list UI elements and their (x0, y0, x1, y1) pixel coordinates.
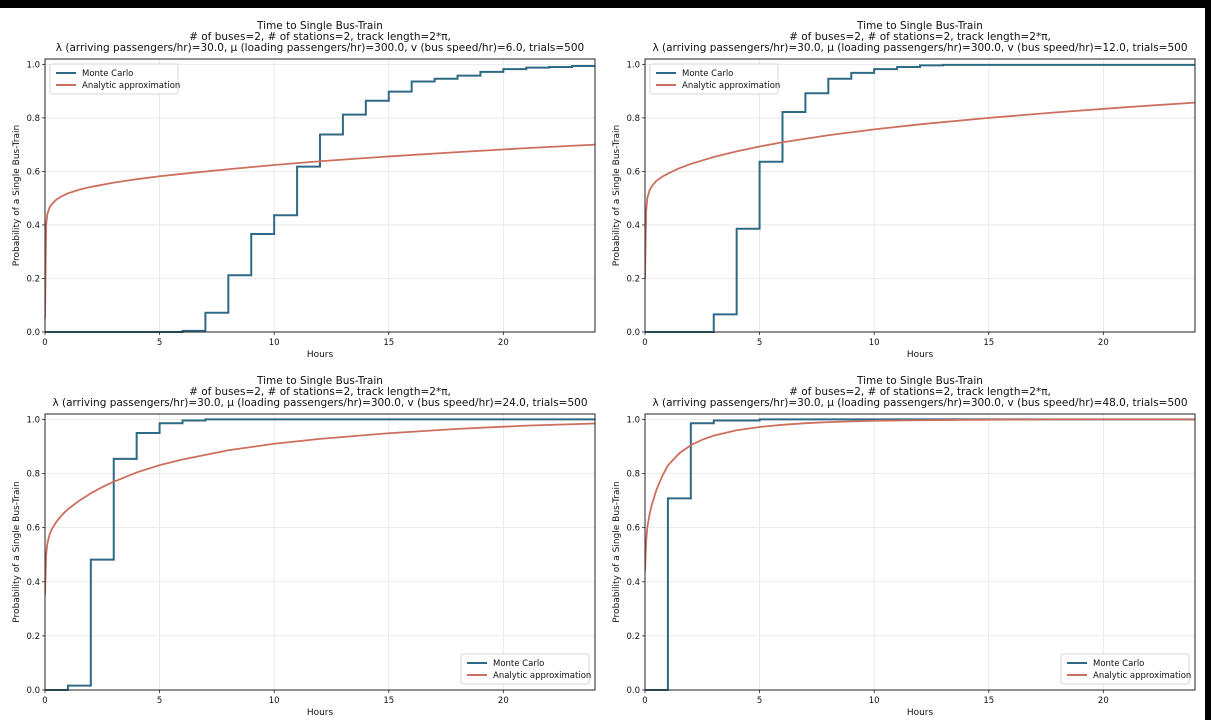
y-axis-label: Probability of a Single Bus-Train (612, 481, 622, 622)
y-tick-label: 0.0 (626, 686, 640, 696)
legend-label-analytic: Analytic approximation (682, 81, 780, 91)
y-tick-label: 0.0 (626, 328, 640, 338)
legend: Monte Carlo Analytic approximation (650, 64, 780, 94)
y-tick-label: 1.0 (626, 60, 640, 70)
legend: Monte Carlo Analytic approximation (1061, 654, 1191, 684)
x-axis-label: Hours (307, 350, 334, 360)
x-tick-label: 10 (269, 696, 280, 706)
x-tick-label: 0 (642, 338, 647, 348)
chart-subtitle-line: λ (arriving passengers/hr)=30.0, μ (load… (52, 397, 587, 409)
x-tick-label: 15 (983, 696, 994, 706)
series-line-analytic (45, 423, 595, 595)
y-tick-label: 0.6 (626, 167, 640, 177)
legend-label-analytic: Analytic approximation (493, 671, 591, 681)
y-tick-label: 0.2 (26, 632, 40, 642)
y-axis-label: Probability of a Single Bus-Train (12, 481, 22, 622)
chart-panel-3: Time to Single Bus-Train# of buses=2, # … (12, 375, 595, 718)
x-tick-label: 5 (157, 338, 162, 348)
figure-canvas: Time to Single Bus-Train# of buses=2, # … (0, 8, 1205, 720)
x-tick-label: 0 (42, 696, 47, 706)
legend-label-monte-carlo: Monte Carlo (1093, 659, 1144, 669)
y-tick-label: 0.6 (26, 167, 40, 177)
chart-subtitle-line: λ (arriving passengers/hr)=30.0, μ (load… (652, 42, 1187, 54)
chart-panel-4: Time to Single Bus-Train# of buses=2, # … (612, 375, 1195, 718)
y-tick-label: 1.0 (26, 415, 40, 425)
series-line-analytic (645, 419, 1195, 571)
x-tick-label: 10 (869, 696, 880, 706)
y-tick-label: 0.8 (26, 114, 40, 124)
axes-frame (645, 414, 1195, 690)
x-axis-label: Hours (307, 708, 334, 718)
legend-label-analytic: Analytic approximation (82, 81, 180, 91)
x-tick-label: 20 (1098, 696, 1109, 706)
x-tick-label: 20 (1098, 338, 1109, 348)
axes-frame (645, 59, 1195, 332)
y-tick-label: 0.8 (26, 470, 40, 480)
x-tick-label: 20 (498, 696, 509, 706)
x-tick-label: 0 (642, 696, 647, 706)
series-line-monte-carlo (645, 419, 1195, 690)
x-tick-label: 5 (757, 696, 762, 706)
y-tick-label: 0.4 (26, 221, 40, 231)
series-line-monte-carlo (645, 65, 1195, 332)
legend-label-analytic: Analytic approximation (1093, 671, 1191, 681)
x-tick-label: 5 (157, 696, 162, 706)
x-tick-label: 10 (269, 338, 280, 348)
y-tick-label: 0.6 (626, 524, 640, 534)
chart-subtitle-line: λ (arriving passengers/hr)=30.0, μ (load… (56, 42, 584, 54)
axes-frame (45, 59, 595, 332)
axes-frame (45, 414, 595, 690)
x-tick-label: 0 (42, 338, 47, 348)
x-tick-label: 15 (383, 338, 394, 348)
legend: Monte Carlo Analytic approximation (461, 654, 591, 684)
y-tick-label: 0.8 (626, 470, 640, 480)
x-axis-label: Hours (907, 708, 934, 718)
y-tick-label: 0.0 (26, 328, 40, 338)
y-tick-label: 0.0 (26, 686, 40, 696)
chart-panel-1: Time to Single Bus-Train# of buses=2, # … (12, 20, 595, 360)
y-axis-label: Probability of a Single Bus-Train (612, 125, 622, 266)
chart-panel-2: Time to Single Bus-Train# of buses=2, # … (612, 20, 1195, 360)
y-tick-label: 0.2 (626, 632, 640, 642)
x-axis-label: Hours (907, 350, 934, 360)
y-tick-label: 0.4 (626, 221, 640, 231)
y-tick-label: 0.2 (626, 274, 640, 284)
chart-subtitle-line: λ (arriving passengers/hr)=30.0, μ (load… (652, 397, 1187, 409)
series-line-monte-carlo (45, 66, 595, 332)
legend-label-monte-carlo: Monte Carlo (682, 69, 733, 79)
series-line-analytic (645, 103, 1195, 279)
y-tick-label: 0.4 (26, 578, 40, 588)
y-tick-label: 1.0 (626, 415, 640, 425)
x-tick-label: 15 (983, 338, 994, 348)
y-tick-label: 1.0 (26, 60, 40, 70)
y-tick-label: 0.6 (26, 524, 40, 534)
y-tick-label: 0.4 (626, 578, 640, 588)
legend: Monte Carlo Analytic approximation (50, 64, 180, 94)
y-axis-label: Probability of a Single Bus-Train (12, 125, 22, 266)
legend-label-monte-carlo: Monte Carlo (493, 659, 544, 669)
series-line-monte-carlo (45, 419, 595, 690)
x-tick-label: 5 (757, 338, 762, 348)
series-line-analytic (45, 145, 595, 319)
figure-sheet: Time to Single Bus-Train # of buses=2, # … (0, 8, 1205, 720)
x-tick-label: 20 (498, 338, 509, 348)
legend-label-monte-carlo: Monte Carlo (82, 69, 133, 79)
y-tick-label: 0.2 (26, 274, 40, 284)
x-tick-label: 10 (869, 338, 880, 348)
y-tick-label: 0.8 (626, 114, 640, 124)
x-tick-label: 15 (383, 696, 394, 706)
